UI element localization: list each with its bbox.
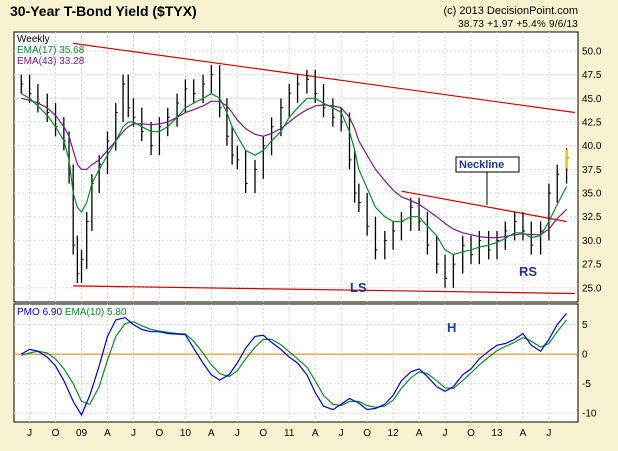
- xtick-label: 10: [180, 428, 192, 439]
- xtick-label: J: [131, 428, 136, 439]
- xtick-label: J: [546, 428, 551, 439]
- head-label: H: [447, 320, 456, 335]
- price-ytick-label: 32.5: [582, 212, 602, 223]
- ema43-legend: EMA(43) 33.28: [17, 56, 85, 67]
- period-legend: Weekly: [17, 34, 50, 45]
- price-ytick-label: 37.5: [582, 165, 602, 176]
- xtick-label: J: [443, 428, 448, 439]
- pmo-legend-value: 6.90: [42, 307, 63, 318]
- copyright-text: (c) 2013 DecisionPoint.com: [443, 5, 578, 17]
- trend-lines: [73, 42, 575, 295]
- chart-title: 30-Year T-Bond Yield ($TYX): [10, 3, 197, 19]
- xtick-label: J: [235, 428, 240, 439]
- ema43-line: [21, 97, 568, 239]
- pmo-legend-label: PMO: [17, 307, 40, 318]
- xtick-label: 11: [284, 428, 295, 439]
- price-series: [20, 65, 569, 288]
- pmo-ema-legend: EMA(10) 5.80: [64, 307, 127, 318]
- pmo-panel: [13, 303, 579, 423]
- trendline-upper: [73, 42, 575, 114]
- xtick-label: 09: [76, 428, 88, 439]
- price-ytick-label: 47.5: [582, 70, 602, 81]
- xtick-label: O: [52, 428, 60, 439]
- pmo-series: [21, 313, 568, 417]
- pmo-line: [21, 313, 568, 417]
- xtick-label: J: [339, 428, 344, 439]
- xtick-label: A: [312, 428, 319, 439]
- pattern-annotations: Neckline LS H RS: [350, 156, 537, 335]
- xtick-label: O: [467, 428, 475, 439]
- pmo-ytick-label: -5: [582, 379, 591, 390]
- xtick-label: A: [208, 428, 215, 439]
- price-ytick-label: 50.0: [582, 46, 602, 57]
- price-ytick-label: 30.0: [582, 236, 602, 247]
- price-ytick-label: 35.0: [582, 189, 602, 200]
- xtick-label: O: [259, 428, 267, 439]
- price-ytick-label: 40.0: [582, 141, 602, 152]
- xtick-label: 12: [388, 428, 400, 439]
- xtick-label: J: [27, 428, 32, 439]
- xtick-label: O: [363, 428, 371, 439]
- ema17-legend: EMA(17) 35.68: [17, 45, 85, 56]
- pmo-ytick-label: 0: [582, 350, 588, 361]
- pmo-ema-line: [21, 319, 568, 408]
- price-ytick-label: 27.5: [582, 260, 602, 271]
- pmo-ytick-label: 5: [582, 320, 588, 331]
- tick-labels: 25.0 27.5 30.0 32.5 35.0 37.5 40.0 42.5 45.0 47.5…: [27, 46, 602, 439]
- xtick-label: A: [520, 428, 527, 439]
- xtick-label: O: [156, 428, 164, 439]
- trendline-lower: [73, 285, 575, 295]
- ema17-line: [21, 92, 568, 256]
- neckline-label: Neckline: [459, 159, 504, 171]
- price-ytick-label: 42.5: [582, 118, 602, 129]
- right-shoulder-label: RS: [519, 264, 537, 279]
- xtick-label: A: [104, 428, 111, 439]
- price-ytick-label: 45.0: [582, 94, 602, 105]
- pmo-ytick-label: -10: [582, 409, 597, 420]
- xtick-label: 13: [491, 428, 503, 439]
- trendline-neckline: [401, 190, 567, 223]
- quote-readout: 38.73 +1.97 +5.4% 9/6/13: [458, 19, 578, 30]
- pmo-legend: PMO 6.90 EMA(10) 5.80: [17, 307, 127, 318]
- price-ytick-label: 25.0: [582, 283, 602, 294]
- left-shoulder-label: LS: [350, 280, 367, 295]
- xtick-label: A: [416, 428, 423, 439]
